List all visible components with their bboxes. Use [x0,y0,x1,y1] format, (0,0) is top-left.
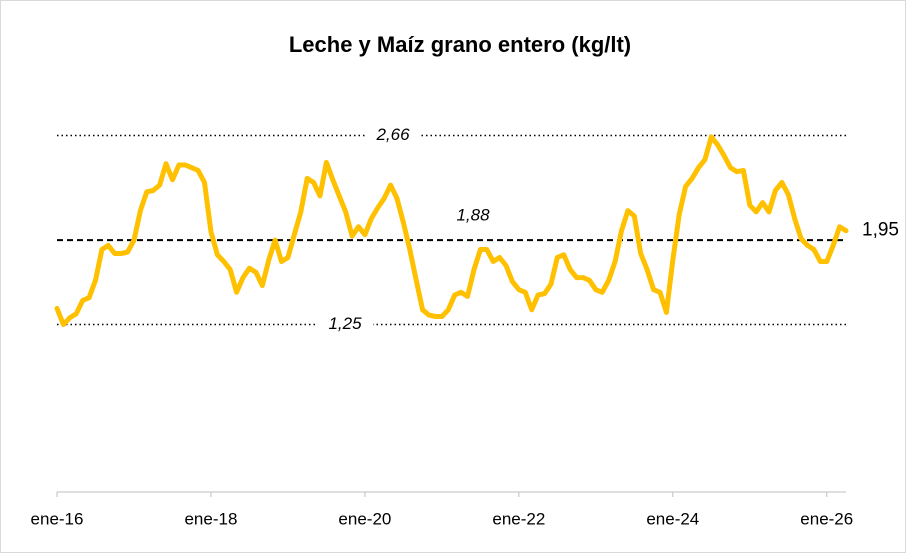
x-tick-label: ene-22 [492,509,545,528]
reference-label: 2,66 [375,125,410,144]
reference-label: 1,25 [328,314,362,333]
x-tick-label: ene-20 [338,509,391,528]
chart-title: Leche y Maíz grano entero (kg/lt) [289,32,631,57]
reference-label: 1,88 [456,206,490,225]
x-tick-label: ene-18 [184,509,237,528]
x-tick-label: ene-24 [646,509,699,528]
x-tick-label: ene-16 [31,509,84,528]
label-background [365,124,421,147]
x-tick-label: ene-26 [800,509,853,528]
data-line [54,134,849,327]
end-label: 1,95 [862,220,899,241]
label-background [317,313,373,336]
